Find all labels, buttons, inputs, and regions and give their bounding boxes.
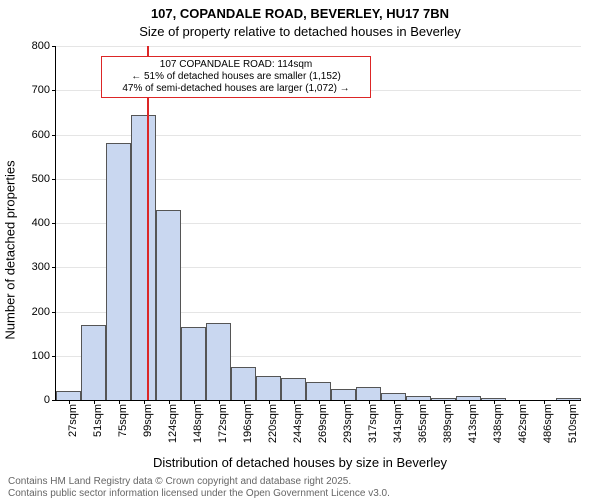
xtick-label: 510sqm bbox=[567, 404, 579, 443]
xtick-label: 389sqm bbox=[442, 404, 454, 443]
histogram-bar bbox=[181, 327, 206, 400]
histogram-bar bbox=[381, 393, 406, 400]
xtick-label: 244sqm bbox=[292, 404, 304, 443]
histogram-bar bbox=[106, 143, 131, 400]
ytick-label: 100 bbox=[32, 350, 56, 362]
ytick-label: 200 bbox=[32, 306, 56, 318]
grid-line bbox=[56, 46, 581, 47]
reference-line bbox=[147, 46, 149, 400]
footer-attribution: Contains HM Land Registry data © Crown c… bbox=[8, 476, 390, 499]
xtick-label: 365sqm bbox=[417, 404, 429, 443]
xtick-label: 341sqm bbox=[392, 404, 404, 443]
plot-area: 010020030040050060070080027sqm51sqm75sqm… bbox=[55, 46, 581, 401]
histogram-bar bbox=[256, 376, 281, 400]
histogram-bar bbox=[306, 382, 331, 400]
xtick-label: 75sqm bbox=[117, 404, 129, 437]
xtick-label: 51sqm bbox=[92, 404, 104, 437]
chart-title-sub: Size of property relative to detached ho… bbox=[0, 24, 600, 39]
xtick-label: 438sqm bbox=[492, 404, 504, 443]
footer-line2: Contains public sector information licen… bbox=[8, 488, 390, 500]
ytick-label: 300 bbox=[32, 261, 56, 273]
annotation-line3: 47% of semi-detached houses are larger (… bbox=[106, 83, 366, 95]
histogram-bar bbox=[281, 378, 306, 400]
histogram-bar bbox=[231, 367, 256, 400]
xtick-label: 196sqm bbox=[242, 404, 254, 443]
histogram-bar bbox=[331, 389, 356, 400]
ytick-label: 400 bbox=[32, 217, 56, 229]
xtick-label: 462sqm bbox=[517, 404, 529, 443]
ytick-label: 600 bbox=[32, 129, 56, 141]
annotation-line1: 107 COPANDALE ROAD: 114sqm bbox=[106, 59, 366, 71]
histogram-bar bbox=[206, 323, 231, 400]
y-axis-label: Number of detached properties bbox=[3, 160, 18, 339]
ytick-label: 700 bbox=[32, 84, 56, 96]
xtick-label: 486sqm bbox=[542, 404, 554, 443]
ytick-label: 0 bbox=[44, 394, 56, 406]
annotation-box: 107 COPANDALE ROAD: 114sqm ← 51% of deta… bbox=[101, 56, 371, 98]
histogram-bar bbox=[356, 387, 381, 400]
xtick-label: 413sqm bbox=[467, 404, 479, 443]
xtick-label: 124sqm bbox=[167, 404, 179, 443]
xtick-label: 172sqm bbox=[217, 404, 229, 443]
xtick-label: 99sqm bbox=[142, 404, 154, 437]
xtick-label: 269sqm bbox=[317, 404, 329, 443]
xtick-label: 27sqm bbox=[67, 404, 79, 437]
xtick-label: 317sqm bbox=[367, 404, 379, 443]
footer-line1: Contains HM Land Registry data © Crown c… bbox=[8, 476, 390, 488]
chart-container: 107, COPANDALE ROAD, BEVERLEY, HU17 7BN … bbox=[0, 0, 600, 500]
annotation-line2: ← 51% of detached houses are smaller (1,… bbox=[106, 71, 366, 83]
ytick-label: 500 bbox=[32, 173, 56, 185]
histogram-bar bbox=[81, 325, 106, 400]
xtick-label: 148sqm bbox=[192, 404, 204, 443]
histogram-bar bbox=[156, 210, 181, 400]
histogram-bar bbox=[131, 115, 156, 400]
xtick-label: 293sqm bbox=[342, 404, 354, 443]
chart-title-main: 107, COPANDALE ROAD, BEVERLEY, HU17 7BN bbox=[0, 6, 600, 21]
ytick-label: 800 bbox=[32, 40, 56, 52]
histogram-bar bbox=[56, 391, 81, 400]
x-axis-label: Distribution of detached houses by size … bbox=[0, 455, 600, 470]
xtick-label: 220sqm bbox=[267, 404, 279, 443]
